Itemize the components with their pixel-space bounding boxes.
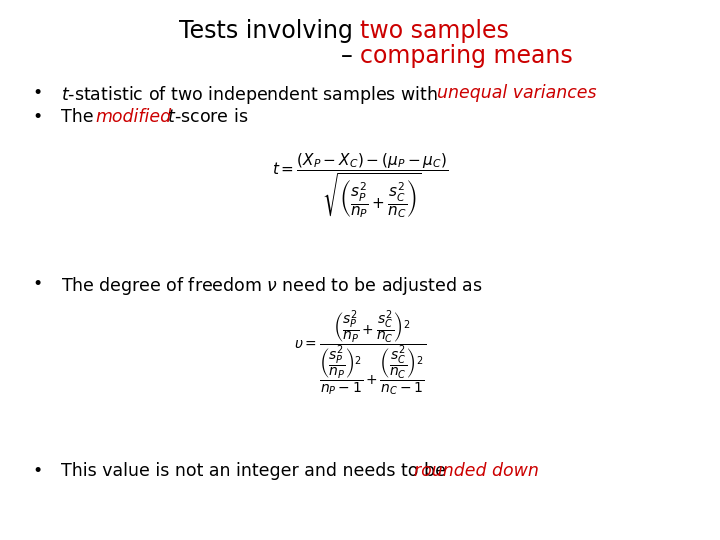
Text: –: – xyxy=(341,44,360,68)
Text: •: • xyxy=(32,462,42,480)
Text: $t = \dfrac{(X_P - X_C)-(\mu_P - \mu_C)}{\sqrt{\left(\dfrac{s_P^2}{n_P}+\dfrac{s: $t = \dfrac{(X_P - X_C)-(\mu_P - \mu_C)}… xyxy=(271,151,449,220)
Text: •: • xyxy=(32,108,42,126)
Text: rounded down: rounded down xyxy=(414,462,539,480)
Text: The degree of freedom $\nu$ need to be adjusted as: The degree of freedom $\nu$ need to be a… xyxy=(61,275,482,298)
Text: The: The xyxy=(61,108,99,126)
Text: $\upsilon = \dfrac{\left(\dfrac{s_P^2}{n_P}+\dfrac{s_C^2}{n_C}\right)^2}{\dfrac{: $\upsilon = \dfrac{\left(\dfrac{s_P^2}{n… xyxy=(294,308,426,397)
Text: Tests involving: Tests involving xyxy=(179,19,360,43)
Text: •: • xyxy=(32,84,42,102)
Text: modified: modified xyxy=(96,108,172,126)
Text: $t$-score is: $t$-score is xyxy=(162,108,248,126)
Text: •: • xyxy=(32,275,42,293)
Text: This value is not an integer and needs to be: This value is not an integer and needs t… xyxy=(61,462,451,480)
Text: two samples: two samples xyxy=(360,19,509,43)
Text: unequal variances: unequal variances xyxy=(437,84,597,102)
Text: comparing means: comparing means xyxy=(360,44,572,68)
Text: $t$-statistic of two independent samples with: $t$-statistic of two independent samples… xyxy=(61,84,440,106)
